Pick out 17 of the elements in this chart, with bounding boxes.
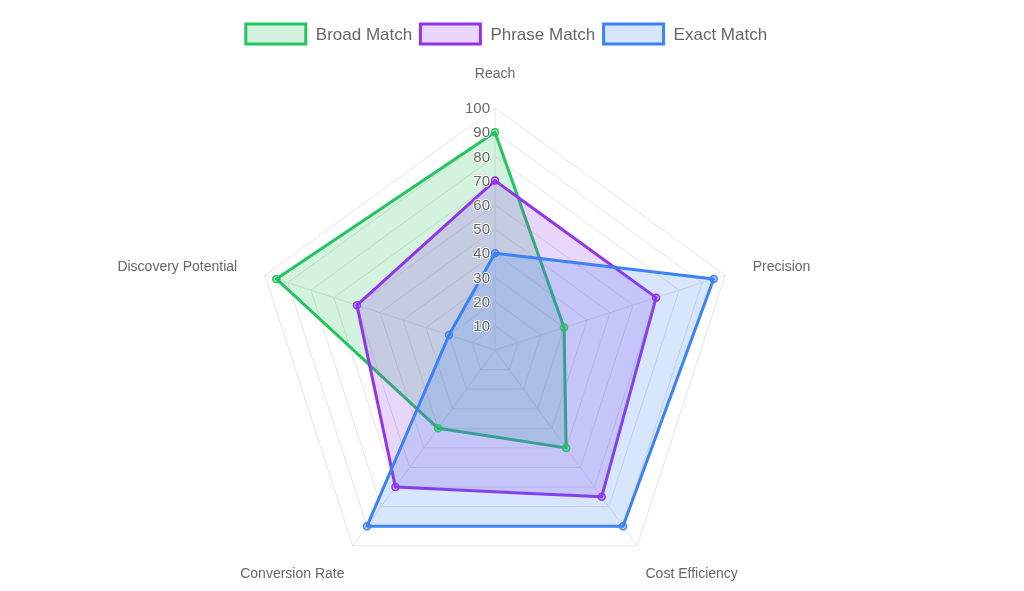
spoke-label: Discovery Potential [117, 258, 238, 275]
y-tick-label: 40 [473, 244, 490, 262]
spoke-label: Reach [474, 64, 516, 81]
y-tick-label: 90 [473, 123, 490, 141]
legend-label: Exact Match [673, 24, 768, 44]
spoke-label: Precision [752, 258, 811, 275]
y-tick-label: 50 [473, 220, 490, 238]
y-tick-label: 10 [473, 317, 490, 335]
legend-label: Phrase Match [490, 24, 596, 44]
y-tick-label: 20 [473, 292, 490, 310]
y-tick-label: 70 [473, 171, 490, 189]
spoke-label: Conversion Rate [240, 564, 345, 581]
y-tick-label: 80 [473, 147, 490, 165]
legend-label: Broad Match [315, 24, 413, 44]
y-tick-label: 100 [464, 99, 490, 117]
y-tick-label: 60 [473, 196, 490, 214]
spoke-label: Cost Efficiency [645, 564, 738, 581]
